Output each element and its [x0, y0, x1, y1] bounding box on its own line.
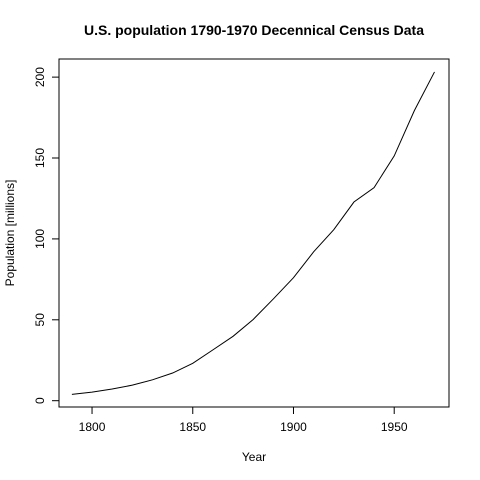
y-tick-label: 50	[33, 313, 47, 327]
y-tick-label: 0	[33, 397, 47, 404]
y-tick-label: 100	[33, 229, 47, 249]
population-line	[71, 71, 435, 395]
y-tick-label: 200	[33, 67, 47, 87]
y-axis: 0 50 100 150 200	[33, 67, 60, 404]
x-tick-label: 1850	[179, 420, 206, 434]
x-tick-label: 1800	[79, 420, 106, 434]
chart-title: U.S. population 1790-1970 Decennical Cen…	[84, 22, 424, 38]
y-axis-label: Population [millions]	[3, 180, 17, 287]
x-tick-label: 1900	[280, 420, 307, 434]
x-axis-label: Year	[242, 450, 266, 464]
x-tick-label: 1950	[381, 420, 408, 434]
y-tick-label: 150	[33, 148, 47, 168]
series-layer	[71, 71, 435, 395]
x-axis: 1800 1850 1900 1950	[79, 406, 408, 434]
